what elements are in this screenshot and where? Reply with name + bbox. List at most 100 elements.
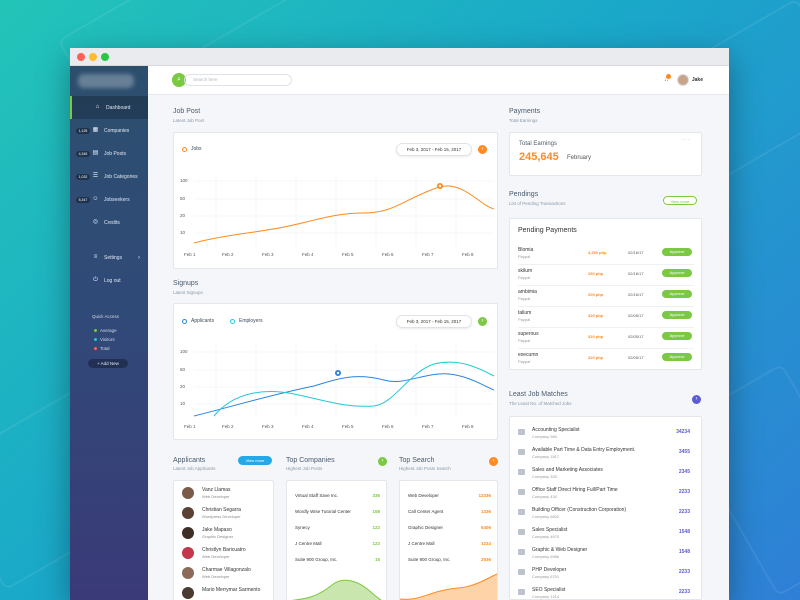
applicants-title: Applicants <box>173 457 206 464</box>
sidebar-item-job-posts[interactable]: 4,345 ▤ Job Posts <box>70 142 148 165</box>
applicant-item[interactable]: Christlyn Baricuatro Web Developer <box>180 545 300 565</box>
sidebar-item-companies[interactable]: 1,125 ▦ Companies <box>70 119 148 142</box>
list-item[interactable]: Suite 900 Group, Inc. 2536 <box>408 557 497 562</box>
total-earnings-card: Total Earnings 245,645 February ··· <box>509 132 702 176</box>
search-icon[interactable]: ⌕ <box>172 73 186 87</box>
approve-button[interactable]: Approve <box>662 269 692 277</box>
list-item[interactable]: Web Developer 12336 <box>408 493 497 498</box>
search-term: Suite 900 Group, Inc. <box>408 557 451 562</box>
next-arrow-button[interactable]: › <box>478 145 487 154</box>
bell-icon[interactable]: ♫ <box>663 76 669 83</box>
approve-button[interactable]: Approve <box>662 332 692 340</box>
user-name[interactable]: Jake <box>691 77 703 83</box>
sidebar-item-credits[interactable]: ◎ Credits <box>70 211 148 234</box>
list-item[interactable]: Building Officer (Construction Corporati… <box>518 505 694 525</box>
list-item[interactable]: Available Part Time & Data Entry Employm… <box>518 445 694 465</box>
list-item[interactable]: Suite 900 Group, Inc. 15 <box>295 557 386 562</box>
applicants-card: Vanz Llamas Web Developer Christian Segar… <box>173 480 274 600</box>
quick-access-average[interactable]: Average <box>94 328 117 333</box>
match-count: 1548 <box>678 549 690 555</box>
sidebar-item-jobseekers[interactable]: 5,347 ☺ Jobseekers <box>70 188 148 211</box>
applicants-legend: Applicants <box>182 318 214 324</box>
date-range-picker[interactable]: Feb 3, 2017 - Feb 15, 2017 <box>396 143 472 156</box>
applicant-name: Christian Segarra <box>202 507 241 513</box>
legend-label: Employers <box>239 318 263 324</box>
list-item[interactable]: Call Center Agent 1336 <box>408 509 497 514</box>
list-item[interactable]: J Centre Mall 123 <box>295 541 386 546</box>
date-range-picker[interactable]: Feb 3, 2017 - Feb 15, 2017 <box>396 315 472 328</box>
payee-name: execumn <box>518 352 539 358</box>
add-new-button[interactable]: + Add New <box>88 359 128 368</box>
chevron-right-icon: › <box>138 254 140 261</box>
employers-series-line <box>213 361 494 417</box>
list-item[interactable]: Graphic Designer 5406 <box>408 525 497 530</box>
applicant-item[interactable]: Christian Segarra Wordpress Developer <box>180 505 300 525</box>
applicants-view-more-button[interactable]: View more <box>238 456 272 465</box>
list-item[interactable]: Synecy 122 <box>295 525 386 530</box>
approve-button[interactable]: Approve <box>662 353 692 361</box>
applicant-item[interactable]: Mario Merrymar Sarmento <box>180 585 300 600</box>
applicant-role: Web Developer <box>202 574 230 579</box>
avatar <box>182 487 194 499</box>
avatar[interactable] <box>677 74 689 86</box>
job-title: Building Officer (Construction Corporati… <box>532 507 627 513</box>
applicant-name: Christlyn Baricuatro <box>202 547 246 553</box>
signups-card: Applicants Employers Feb 3, 2017 - Feb 1… <box>173 303 498 440</box>
count-badge: 4,345 <box>76 150 90 157</box>
list-item[interactable]: J Centre Mall 1234 <box>408 541 497 546</box>
avatar <box>182 567 194 579</box>
categories-icon: ☰ <box>92 173 99 179</box>
pendings-view-more-button[interactable]: View more <box>663 196 697 205</box>
applicant-item[interactable]: Charmae Villagonzalo Web Developer <box>180 565 300 585</box>
payment-date: 02/16/17 <box>628 292 644 297</box>
search-term: Web Developer <box>408 493 439 498</box>
payee-name: ambimia <box>518 289 537 295</box>
payments-title: Payments <box>509 108 541 115</box>
top-companies-next-button[interactable]: › <box>378 457 387 466</box>
minimize-window-dot[interactable] <box>89 53 97 61</box>
list-item[interactable]: Sales and Marketing Associates Company 33… <box>518 465 694 485</box>
sidebar-item-job-categories[interactable]: 1,032 ☰ Job Categories <box>70 165 148 188</box>
more-options-icon[interactable]: ··· <box>682 137 691 143</box>
match-count: 1548 <box>678 529 690 535</box>
company-name: Wordly Wise Tutorial Center <box>295 509 351 514</box>
job-post-subtitle: Latest Job Post <box>173 118 205 123</box>
quick-access-visitors[interactable]: Visitors <box>94 337 115 342</box>
next-arrow-button[interactable]: › <box>478 317 487 326</box>
close-window-dot[interactable] <box>77 53 85 61</box>
list-item[interactable]: PHP Developer Company 6701 2233 <box>518 565 694 585</box>
company-value: 336 <box>372 493 380 498</box>
maximize-window-dot[interactable] <box>101 53 109 61</box>
approve-button[interactable]: Approve <box>662 311 692 319</box>
list-item[interactable]: Accounting Specialist Company 983 34234 <box>518 425 694 445</box>
x-tick: Feb 2 <box>222 252 234 257</box>
quick-access-total[interactable]: Total <box>94 346 110 351</box>
search-count: 2536 <box>480 557 491 562</box>
search-input[interactable]: Search here <box>184 74 292 86</box>
job-title: Sales and Marketing Associates <box>532 467 603 473</box>
company-name: J Centre Mall <box>295 541 322 546</box>
job-title: Graphic & Web Designer <box>532 547 588 553</box>
sidebar-item-settings[interactable]: ≡ Settings › <box>70 246 148 269</box>
applicant-item[interactable]: Vanz Llamas Web Developer <box>180 485 300 505</box>
approve-button[interactable]: Approve <box>662 290 692 298</box>
power-icon: ⏻ <box>93 277 98 283</box>
approve-button[interactable]: Approve <box>662 248 692 256</box>
list-item[interactable]: Office Staff Direct Hiring Full/Part Tim… <box>518 485 694 505</box>
least-job-matches-next-button[interactable]: › <box>692 395 701 404</box>
top-companies-title: Top Companies <box>286 457 335 464</box>
x-tick: Feb 7 <box>422 424 434 429</box>
top-search-next-button[interactable]: › <box>489 457 498 466</box>
list-item[interactable]: Wordly Wise Tutorial Center 158 <box>295 509 386 514</box>
list-item[interactable]: Graphic & Web Designer Company 6986 1548 <box>518 545 694 565</box>
company-value: 122 <box>372 525 380 530</box>
pending-payments-card: Pending Payments Blomia Paypal 4,250 php 02… <box>509 218 702 370</box>
list-item[interactable]: SEO Specialist Company 1214 2233 <box>518 585 694 599</box>
sidebar-item-label: Jobseekers <box>104 196 130 203</box>
list-item[interactable]: Virtual Staff Save Inc. 336 <box>295 493 386 498</box>
list-item[interactable]: Sales Specialist Company 4670 1548 <box>518 525 694 545</box>
sidebar-item-dashboard[interactable]: ⌂ Dashboard <box>70 96 148 119</box>
sidebar-item-logout[interactable]: ⏻ Log out <box>70 269 148 292</box>
applicant-item[interactable]: Jake Mapaso Graphic Designer <box>180 525 300 545</box>
total-earnings-month: February <box>567 155 592 161</box>
